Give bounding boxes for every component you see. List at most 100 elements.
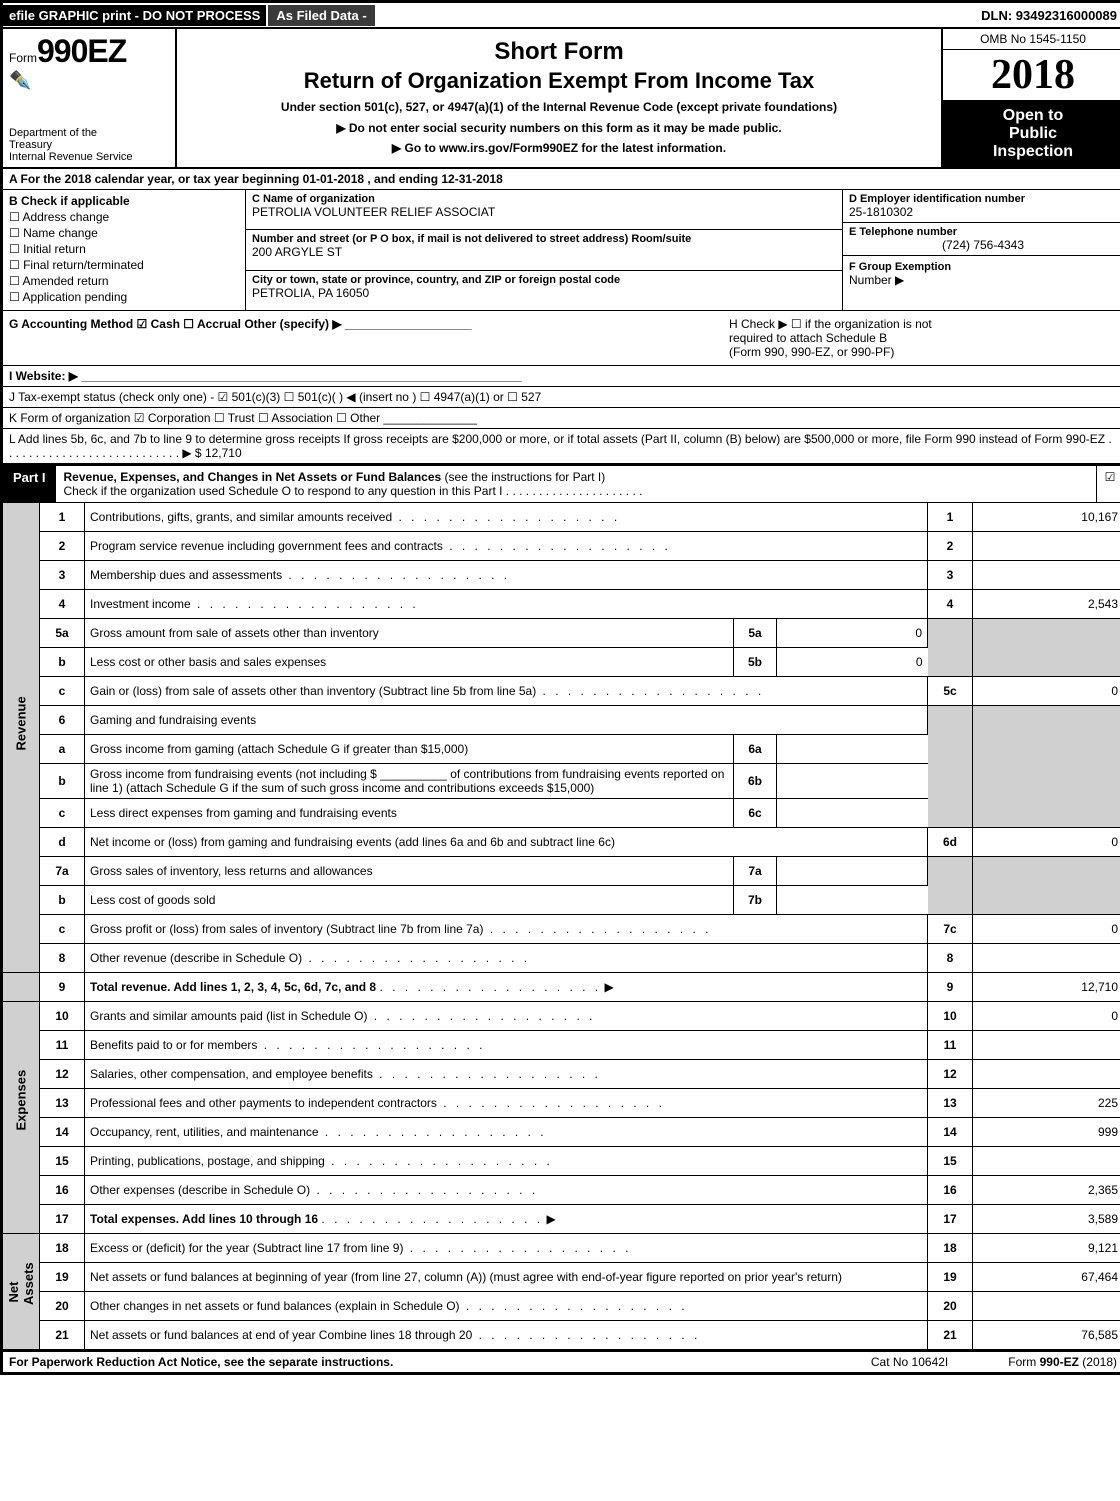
row-h: H Check ▶ ☐ if the organization is not r… — [729, 317, 932, 359]
form-subtitle: Under section 501(c), 527, or 4947(a)(1)… — [185, 100, 933, 114]
cb-name[interactable]: Name change — [9, 226, 239, 240]
cb-pending[interactable]: Application pending — [9, 290, 239, 304]
row-j: J Tax-exempt status (check only one) - ☑… — [3, 387, 1120, 408]
header-left: Form990EZ ✒️ Department of the Treasury … — [3, 29, 177, 167]
footer-right: Form 990-EZ (2018) — [1008, 1355, 1117, 1369]
dept-lines: Department of the Treasury Internal Reve… — [9, 127, 169, 163]
efile-label: efile GRAPHIC print - DO NOT PROCESS — [3, 5, 266, 26]
asfiled-label: As Filed Data - — [266, 5, 374, 26]
netassets-side: Net Assets — [3, 1234, 40, 1350]
line-5a: 5a Gross amount from sale of assets othe… — [3, 619, 1120, 648]
open3: Inspection — [949, 143, 1117, 161]
cb-amended[interactable]: Amended return — [9, 274, 239, 288]
line-17: 17 Total expenses. Add lines 10 through … — [3, 1205, 1120, 1234]
part1-check[interactable]: ☑ — [1096, 466, 1120, 502]
form-number-big: 990EZ — [37, 33, 126, 69]
line-3: 3 Membership dues and assessments 3 — [3, 561, 1120, 590]
h-line1: H Check ▶ ☐ if the organization is not — [729, 317, 932, 331]
open1: Open to — [949, 107, 1117, 125]
c-street-cell: Number and street (or P O box, if mail i… — [246, 230, 842, 270]
form-990ez-page: efile GRAPHIC print - DO NOT PROCESS As … — [0, 0, 1120, 1375]
line-12: 12 Salaries, other compensation, and emp… — [3, 1060, 1120, 1089]
line-20: 20 Other changes in net assets or fund b… — [3, 1292, 1120, 1321]
dept3: Internal Revenue Service — [9, 151, 169, 163]
l1-rv: 10,167 — [973, 503, 1120, 532]
line-19: 19 Net assets or fund balances at beginn… — [3, 1263, 1120, 1292]
line-4: 4 Investment income 4 2,543 — [3, 590, 1120, 619]
block-defg: D Employer identification number 25-1810… — [842, 190, 1120, 310]
part1-title-text: Revenue, Expenses, and Changes in Net As… — [64, 470, 442, 484]
instr1: ▶ Do not enter social security numbers o… — [185, 121, 933, 135]
part1-header: Part I Revenue, Expenses, and Changes in… — [3, 464, 1120, 503]
part1-sub: (see the instructions for Part I) — [445, 470, 606, 484]
street-value: 200 ARGYLE ST — [252, 245, 836, 259]
line-2: 2 Program service revenue including gove… — [3, 532, 1120, 561]
line-6: 6 Gaming and fundraising events — [3, 706, 1120, 735]
d-value: 25-1810302 — [849, 205, 1117, 219]
short-form-title: Short Form — [185, 38, 933, 66]
dln-label: DLN: 93492316000089 — [981, 8, 1120, 23]
d-cell: D Employer identification number 25-1810… — [843, 190, 1120, 223]
header-row: Form990EZ ✒️ Department of the Treasury … — [3, 29, 1120, 169]
row-i: I Website: ▶ ___________________________… — [3, 366, 1120, 387]
row-g-left: G Accounting Method ☑ Cash ☐ Accrual Oth… — [9, 317, 729, 359]
cb-address[interactable]: Address change — [9, 210, 239, 224]
street-label: Number and street (or P O box, if mail i… — [252, 233, 836, 245]
omb-number: OMB No 1545-1150 — [943, 29, 1120, 50]
line-18: Net Assets 18 Excess or (deficit) for th… — [3, 1234, 1120, 1263]
form-prefix: Form — [9, 51, 37, 65]
part1-label: Part I — [3, 466, 56, 502]
part1-check-line: Check if the organization used Schedule … — [64, 484, 643, 498]
line-11: 11 Benefits paid to or for members 11 — [3, 1031, 1120, 1060]
line-8: 8 Other revenue (describe in Schedule O)… — [3, 944, 1120, 973]
cb-initial[interactable]: Initial return — [9, 242, 239, 256]
line-10: Expenses 10 Grants and similar amounts p… — [3, 1002, 1120, 1031]
line-7c: c Gross profit or (loss) from sales of i… — [3, 915, 1120, 944]
cb-final[interactable]: Final return/terminated — [9, 258, 239, 272]
line-15: 15 Printing, publications, postage, and … — [3, 1147, 1120, 1176]
h-line3: (Form 990, 990-EZ, or 990-PF) — [729, 345, 932, 359]
tax-year: 2018 — [943, 50, 1120, 101]
block-b-title: B Check if applicable — [9, 194, 239, 208]
row-a-text: A For the 2018 calendar year, or tax yea… — [3, 169, 509, 189]
l1-n: 1 — [40, 503, 85, 532]
revenue-side: Revenue — [3, 503, 40, 973]
d-label: D Employer identification number — [849, 193, 1117, 205]
c-value: PETROLIA VOLUNTEER RELIEF ASSOCIAT — [252, 205, 836, 219]
instr2: ▶ Go to www.irs.gov/Form990EZ for the la… — [185, 141, 933, 155]
g-text: G Accounting Method ☑ Cash ☐ Accrual Oth… — [9, 317, 472, 331]
footer-mid: Cat No 10642I — [871, 1355, 948, 1369]
footer-left: For Paperwork Reduction Act Notice, see … — [9, 1355, 393, 1369]
city-value: PETROLIA, PA 16050 — [252, 286, 836, 300]
line-9: 9 Total revenue. Add lines 1, 2, 3, 4, 5… — [3, 973, 1120, 1002]
financial-table: Revenue 1 Contributions, gifts, grants, … — [3, 503, 1120, 1350]
open-public: Open to Public Inspection — [943, 101, 1120, 167]
expenses-side: Expenses — [3, 1002, 40, 1234]
block-b: B Check if applicable Address change Nam… — [3, 190, 246, 310]
line-7a: 7a Gross sales of inventory, less return… — [3, 857, 1120, 886]
header-right: OMB No 1545-1150 2018 Open to Public Ins… — [941, 29, 1120, 167]
open2: Public — [949, 125, 1117, 143]
e-label: E Telephone number — [849, 226, 1117, 238]
e-value: (724) 756-4343 — [849, 238, 1117, 252]
line-16: 16 Other expenses (describe in Schedule … — [3, 1176, 1120, 1205]
l1-d: Contributions, gifts, grants, and simila… — [85, 503, 928, 532]
e-cell: E Telephone number (724) 756-4343 — [843, 223, 1120, 256]
part1-title: Revenue, Expenses, and Changes in Net As… — [56, 466, 1096, 502]
row-l: L Add lines 5b, 6c, and 7b to line 9 to … — [3, 429, 1120, 464]
dept1: Department of the — [9, 127, 169, 139]
f-cell: F Group Exemption Number ▶ — [843, 256, 1120, 310]
c-name-cell: C Name of organization PETROLIA VOLUNTEE… — [246, 190, 842, 230]
line-5c: c Gain or (loss) from sale of assets oth… — [3, 677, 1120, 706]
row-bcd: B Check if applicable Address change Nam… — [3, 190, 1120, 311]
block-c: C Name of organization PETROLIA VOLUNTEE… — [246, 190, 842, 310]
footer: For Paperwork Reduction Act Notice, see … — [3, 1350, 1120, 1372]
line-1: Revenue 1 Contributions, gifts, grants, … — [3, 503, 1120, 532]
f-label2: Number ▶ — [849, 273, 904, 287]
l1-rn: 1 — [928, 503, 973, 532]
f-label: F Group Exemption — [849, 261, 951, 273]
row-k: K Form of organization ☑ Corporation ☐ T… — [3, 408, 1120, 429]
treasury-icon: ✒️ — [9, 70, 169, 91]
c-label: C Name of organization — [252, 193, 836, 205]
form-title: Return of Organization Exempt From Incom… — [185, 68, 933, 94]
